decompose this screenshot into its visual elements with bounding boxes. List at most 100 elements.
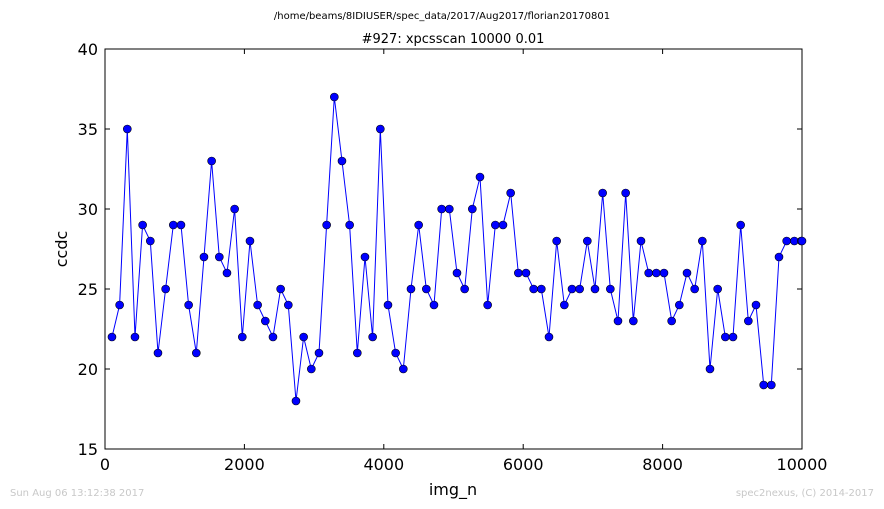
data-point (590, 284, 600, 294)
x-tick-label: 0 (100, 455, 110, 474)
x-tick-label: 6000 (503, 455, 544, 474)
data-point (560, 300, 569, 310)
data-point (353, 348, 362, 358)
y-axis-label: ccdc (52, 231, 71, 268)
data-point (130, 332, 140, 342)
data-point (445, 204, 454, 214)
data-series (107, 92, 807, 406)
data-point (636, 236, 646, 246)
data-point (115, 300, 124, 310)
data-point (314, 348, 324, 358)
data-point (491, 220, 500, 230)
data-point (276, 284, 285, 294)
data-point (399, 364, 408, 374)
data-point (797, 236, 807, 246)
data-point (222, 268, 232, 278)
data-point (368, 332, 377, 342)
data-point (268, 332, 278, 342)
data-point (521, 268, 531, 278)
data-point (176, 220, 186, 230)
data-point (483, 300, 492, 310)
data-point (437, 204, 446, 214)
data-point (299, 332, 308, 342)
y-tick-label: 35 (78, 120, 98, 139)
y-tick-label: 20 (78, 360, 98, 379)
data-point (514, 268, 523, 278)
data-point (184, 300, 193, 310)
data-point (598, 188, 607, 198)
data-point (291, 396, 301, 406)
data-point (774, 252, 784, 262)
x-tick-label: 4000 (363, 455, 404, 474)
data-point (629, 316, 638, 326)
data-point (161, 284, 170, 294)
data-point (261, 316, 270, 326)
data-point (345, 220, 354, 230)
footer-credit: spec2nexus, (C) 2014-2017 (735, 488, 874, 499)
data-point (460, 284, 469, 294)
data-point (199, 252, 209, 262)
data-point (307, 364, 316, 374)
data-point (383, 300, 393, 310)
data-point (613, 316, 623, 326)
data-point (123, 124, 132, 134)
data-point (698, 236, 707, 246)
data-point (659, 268, 669, 278)
data-point (146, 236, 155, 246)
data-point (606, 284, 615, 294)
data-point (552, 236, 561, 246)
data-point (169, 220, 178, 230)
data-point (767, 380, 776, 390)
chart-title: #927: xpcsscan 10000 0.01 (362, 32, 545, 47)
data-point (682, 268, 692, 278)
data-point (253, 300, 262, 310)
data-point (391, 348, 400, 358)
data-point (713, 284, 722, 294)
y-tick-label: 40 (78, 40, 98, 59)
axis-ticks: 0 2000 4000 6000 8000 10000 15 20 25 30 35 40 (78, 40, 828, 474)
data-point (537, 284, 546, 294)
data-point (506, 188, 515, 198)
data-point (544, 332, 554, 342)
data-point (575, 284, 584, 294)
data-point (644, 268, 653, 278)
data-point (422, 284, 431, 294)
y-tick-label: 15 (78, 440, 98, 459)
data-point (230, 204, 239, 214)
data-point (238, 332, 247, 342)
data-point (215, 252, 224, 262)
data-point (360, 252, 370, 262)
data-point (690, 284, 699, 294)
data-point (728, 332, 738, 342)
data-point (721, 332, 730, 342)
data-point (337, 156, 347, 166)
data-point (107, 332, 117, 342)
data-point (744, 316, 753, 326)
data-point (498, 220, 508, 230)
x-tick-label: 2000 (224, 455, 265, 474)
data-point (284, 300, 293, 310)
data-point (153, 348, 163, 358)
data-point (705, 364, 715, 374)
x-tick-label: 10000 (777, 455, 828, 474)
data-point (322, 220, 331, 230)
data-point (652, 268, 661, 278)
y-tick-label: 25 (78, 280, 98, 299)
data-point (207, 156, 216, 166)
data-point (138, 220, 147, 230)
data-point (245, 236, 255, 246)
data-point (406, 284, 416, 294)
data-point (782, 236, 791, 246)
data-point (376, 124, 385, 134)
plot-area (104, 48, 803, 450)
data-point (621, 188, 630, 198)
data-point (452, 268, 462, 278)
footer-timestamp: Sun Aug 06 13:12:38 2017 (10, 488, 145, 499)
data-point (567, 284, 577, 294)
data-point (667, 316, 676, 326)
data-point (475, 172, 485, 182)
data-point (759, 380, 768, 390)
data-point (751, 300, 761, 310)
x-axis-label: img_n (429, 480, 477, 500)
